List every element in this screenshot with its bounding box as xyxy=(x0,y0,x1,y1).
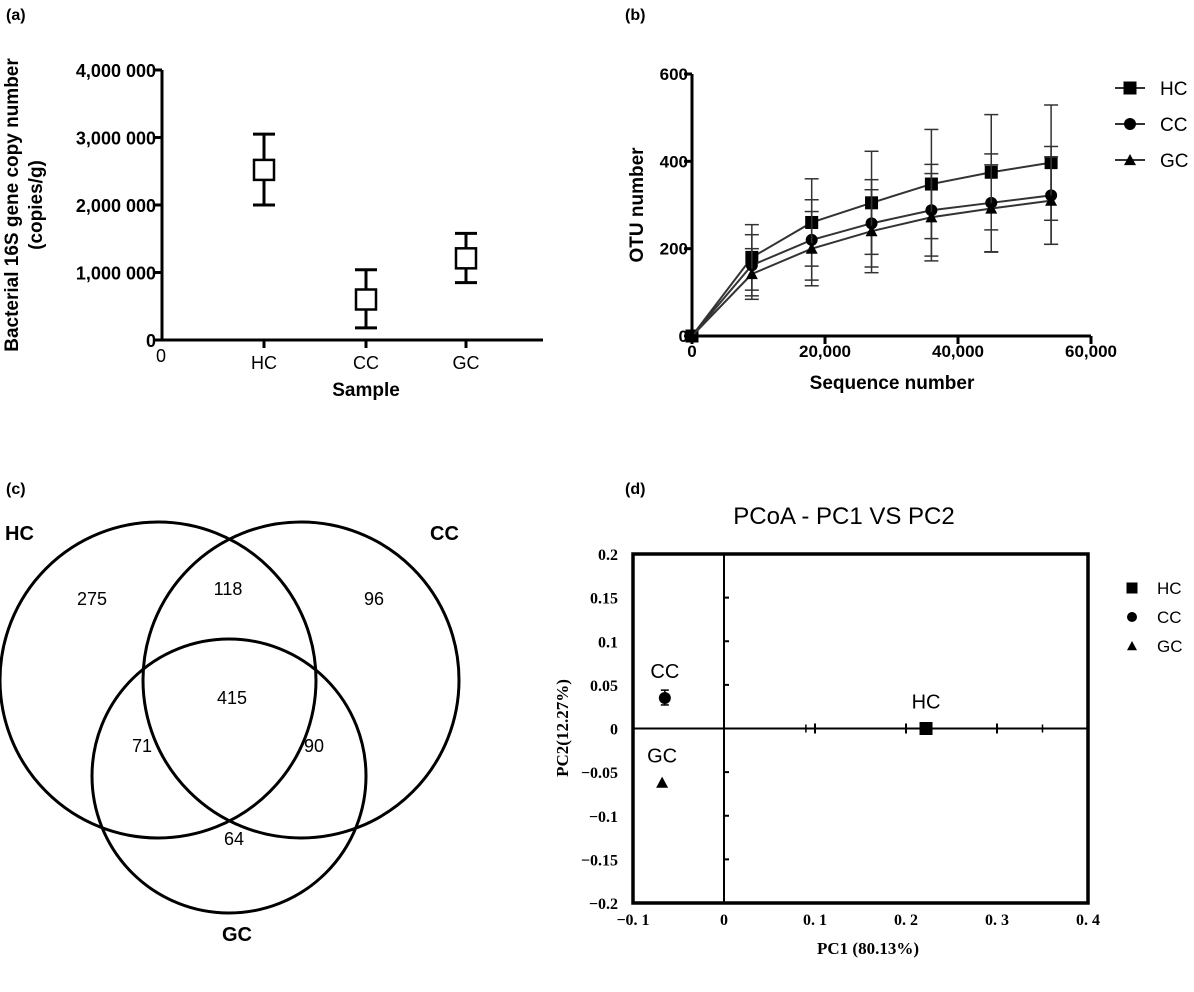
panel-d-point-label-gc: GC xyxy=(647,746,677,768)
venn-region-cc-gc: 90 xyxy=(304,736,324,756)
panel-d-ytick-label: 0.05 xyxy=(590,678,618,695)
panel-c-venn: HC CC GC 275 118 96 415 71 90 64 xyxy=(0,520,461,946)
venn-circle-cc xyxy=(141,520,461,840)
panel-a-xtick-label: GC xyxy=(453,353,480,373)
panel-b-legend-marker-hc xyxy=(1123,81,1137,95)
panel-d-xtick-label: 0. 3 xyxy=(985,912,1009,929)
venn-set-label-hc: HC xyxy=(5,523,34,545)
panel-b-legend-label-hc: HC xyxy=(1160,79,1187,100)
venn-region-all: 415 xyxy=(217,688,247,708)
panel-a-ytick-label: 4,000 000 xyxy=(76,61,156,81)
panel-d-point-cc xyxy=(658,691,671,704)
panel-d-legend-marker-gc xyxy=(1127,641,1137,651)
panel-b-chart: Sequence number OTU number 0 200 400 600 0 20… xyxy=(627,65,1189,394)
venn-region-gc-only: 64 xyxy=(224,829,244,849)
venn-set-label-gc: GC xyxy=(222,924,252,946)
panel-d-point-label-hc: HC xyxy=(912,692,941,714)
panel-d-label: (d) xyxy=(625,481,645,498)
panel-d-ytick-label: −0.2 xyxy=(589,896,618,913)
panel-a-ytick-label: 2,000 000 xyxy=(76,196,156,216)
panel-d-xtick-label: −0. 1 xyxy=(616,912,649,929)
panel-b-legend-marker-cc xyxy=(1124,118,1136,130)
panel-d-xtick-label: 0. 4 xyxy=(1076,912,1100,929)
panel-a-xlabel: Sample xyxy=(332,380,400,401)
panel-d-legend-marker-hc xyxy=(1126,582,1138,594)
venn-region-cc-only: 96 xyxy=(364,589,384,609)
panel-d-xtick-label: 0. 2 xyxy=(894,912,918,929)
panel-b-legend-marker-gc xyxy=(1124,154,1136,166)
panel-b-ytick-label: 0 xyxy=(679,327,688,346)
venn-set-label-cc: CC xyxy=(430,523,459,545)
panel-b-legend-label-gc: GC xyxy=(1160,151,1189,172)
panel-d-ytick-label: 0.15 xyxy=(590,591,618,608)
panel-b-label: (b) xyxy=(625,7,645,24)
panel-b-point-gc xyxy=(925,211,938,223)
panel-d-title: PCoA - PC1 VS PC2 xyxy=(733,503,954,530)
panel-b-point-gc xyxy=(1045,194,1058,206)
panel-b-ytick-label: 400 xyxy=(660,152,688,171)
panel-d-chart: PCoA - PC1 VS PC2 PC1 (80.13%) PC2(12.27… xyxy=(553,503,1183,958)
panel-a-point-gc xyxy=(454,247,478,270)
panel-d-ytick-label: 0.1 xyxy=(598,634,618,651)
panel-b-point-gc xyxy=(805,242,818,254)
panel-b-xtick-label: 20,000 xyxy=(799,342,851,361)
panel-d-ytick-label: −0.1 xyxy=(589,809,618,826)
panel-a-point-hc xyxy=(252,158,276,182)
panel-b-point-gc xyxy=(865,225,878,237)
panel-b-ylabel: OTU number xyxy=(627,147,648,263)
panel-d-ylabel: PC2(12.27%) xyxy=(553,679,572,777)
panel-b-xlabel: Sequence number xyxy=(810,373,975,394)
panel-b-legend-label-cc: CC xyxy=(1160,115,1187,136)
venn-circle-hc xyxy=(0,520,318,840)
panel-b-point-gc xyxy=(745,267,758,280)
venn-region-hc-gc: 71 xyxy=(132,736,152,756)
panel-d-point-label-cc: CC xyxy=(650,661,679,683)
venn-region-hc-cc: 118 xyxy=(214,579,243,599)
panel-a-chart: Bacterial 16S gene copy number (copies/g… xyxy=(2,58,543,401)
panel-b-xtick-label: 60,000 xyxy=(1065,342,1117,361)
venn-region-hc-only: 275 xyxy=(77,589,107,609)
panel-b-point-gc xyxy=(686,330,698,342)
panel-d-ytick-label: −0.15 xyxy=(581,852,618,869)
panel-d-ytick-label: 0.2 xyxy=(598,547,618,564)
panel-a-ytick-label: 0 xyxy=(146,331,156,351)
panel-d-legend-marker-cc xyxy=(1127,612,1137,622)
panel-d-legend-label-hc: HC xyxy=(1157,579,1182,598)
panel-d-point-hc xyxy=(919,722,933,735)
panel-d-legend-label-cc: CC xyxy=(1157,608,1182,627)
panel-a-point-cc xyxy=(354,288,378,311)
panel-a-ytick-label: 1,000 000 xyxy=(76,264,156,284)
panel-d-ytick-label: −0.05 xyxy=(581,765,618,782)
panel-a-ylabel-line1: Bacterial 16S gene copy number xyxy=(2,58,23,352)
panel-d-xlabel: PC1 (80.13%) xyxy=(817,939,919,958)
panel-d-ytick-label: 0 xyxy=(610,722,618,739)
panel-a-label: (a) xyxy=(6,7,26,24)
panel-d-xtick-label: 0. 1 xyxy=(803,912,827,929)
panel-b-ytick-label: 200 xyxy=(660,240,688,259)
panel-a-ylabel-line2: (copies/g) xyxy=(26,160,47,250)
panel-b-ytick-label: 600 xyxy=(660,65,688,84)
panel-b-xtick-label: 40,000 xyxy=(932,342,984,361)
panel-b-xtick-label: 0 xyxy=(687,342,696,361)
panel-a-xtick-label: HC xyxy=(251,353,277,373)
panel-a-ytick-label: 3,000 000 xyxy=(76,129,156,149)
panel-a-xtick-label: CC xyxy=(353,353,379,373)
panel-d-legend-label-gc: GC xyxy=(1157,637,1183,656)
panel-c-label: (c) xyxy=(6,481,26,498)
panel-d-point-gc xyxy=(656,776,669,788)
panel-d-xtick-label: 0 xyxy=(720,912,728,929)
venn-circle-gc xyxy=(90,637,368,915)
panel-b-point-gc xyxy=(985,202,998,214)
panel-a-x-origin-label: 0 xyxy=(156,346,166,366)
